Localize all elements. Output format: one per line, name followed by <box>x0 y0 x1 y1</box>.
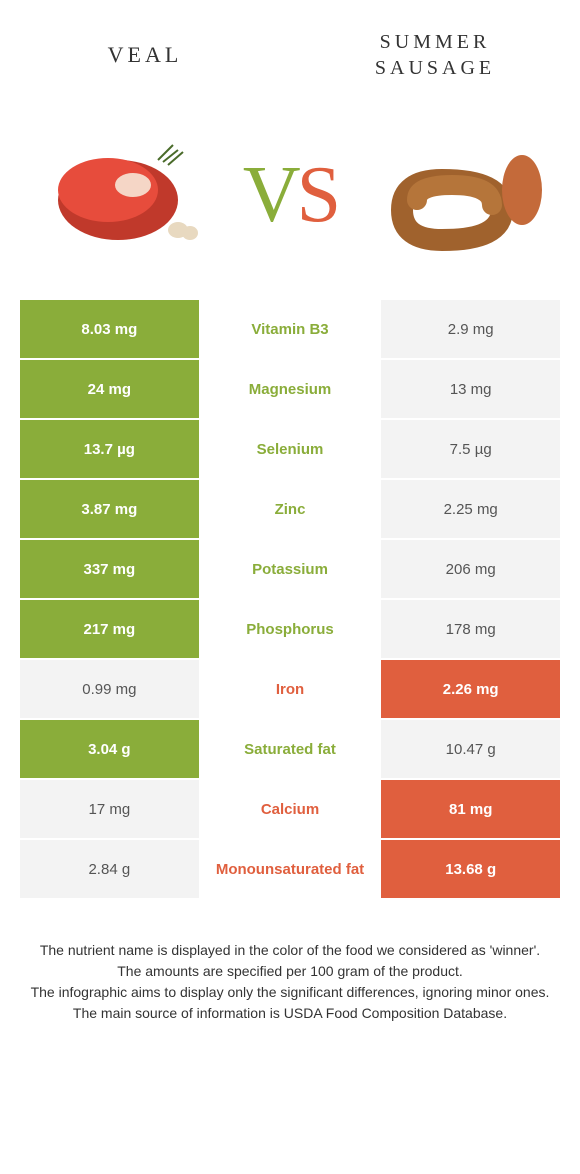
vs-v: V <box>243 151 297 239</box>
caption-line-3: The infographic aims to display only the… <box>30 982 550 1003</box>
right-value: 7.5 µg <box>379 420 560 480</box>
nutrient-name: Iron <box>201 660 380 720</box>
nutrient-row: 24 mgMagnesium13 mg <box>20 360 560 420</box>
nutrient-name: Selenium <box>201 420 380 480</box>
right-value: 2.26 mg <box>379 660 560 720</box>
nutrient-name: Saturated fat <box>201 720 380 780</box>
nutrient-row: 337 mgPotassium206 mg <box>20 540 560 600</box>
nutrient-row: 3.04 gSaturated fat10.47 g <box>20 720 560 780</box>
nutrient-row: 2.84 gMonounsaturated fat13.68 g <box>20 840 560 900</box>
sausage-image <box>372 130 542 260</box>
left-value: 8.03 mg <box>20 300 201 360</box>
right-value: 178 mg <box>379 600 560 660</box>
right-value: 2.9 mg <box>379 300 560 360</box>
nutrient-name: Potassium <box>201 540 380 600</box>
left-value: 217 mg <box>20 600 201 660</box>
food-right-title: SUMMER SAUSAGE <box>290 29 580 81</box>
food-left-title: VEAL <box>0 42 290 68</box>
nutrient-row: 3.87 mgZinc2.25 mg <box>20 480 560 540</box>
left-value: 3.04 g <box>20 720 201 780</box>
right-value: 206 mg <box>379 540 560 600</box>
left-value: 2.84 g <box>20 840 201 900</box>
left-value: 13.7 µg <box>20 420 201 480</box>
left-value: 0.99 mg <box>20 660 201 720</box>
left-value: 17 mg <box>20 780 201 840</box>
nutrient-name: Monounsaturated fat <box>201 840 380 900</box>
caption-line-4: The main source of information is USDA F… <box>30 1003 550 1024</box>
caption-line-1: The nutrient name is displayed in the co… <box>30 940 550 961</box>
nutrient-row: 217 mgPhosphorus178 mg <box>20 600 560 660</box>
right-value: 81 mg <box>379 780 560 840</box>
food-right-title-line2: SAUSAGE <box>375 57 495 79</box>
right-value: 10.47 g <box>379 720 560 780</box>
nutrient-name: Magnesium <box>201 360 380 420</box>
left-value: 337 mg <box>20 540 201 600</box>
food-right-title-line1: SUMMER <box>380 31 491 53</box>
nutrient-name: Phosphorus <box>201 600 380 660</box>
right-value: 2.25 mg <box>379 480 560 540</box>
nutrient-row: 8.03 mgVitamin B32.9 mg <box>20 300 560 360</box>
nutrient-row: 0.99 mgIron2.26 mg <box>20 660 560 720</box>
vs-label: VS <box>243 150 337 241</box>
caption-line-2: The amounts are specified per 100 gram o… <box>30 961 550 982</box>
nutrient-name: Calcium <box>201 780 380 840</box>
nutrient-row: 17 mgCalcium81 mg <box>20 780 560 840</box>
left-value: 3.87 mg <box>20 480 201 540</box>
right-value: 13.68 g <box>379 840 560 900</box>
comparison-header: VEAL SUMMER SAUSAGE <box>0 0 580 110</box>
veal-image <box>38 130 208 260</box>
hero-row: VS <box>0 110 580 280</box>
left-value: 24 mg <box>20 360 201 420</box>
vs-s: S <box>297 151 338 239</box>
nutrient-name: Vitamin B3 <box>201 300 380 360</box>
nutrient-table: 8.03 mgVitamin B32.9 mg24 mgMagnesium13 … <box>20 300 560 900</box>
right-value: 13 mg <box>379 360 560 420</box>
caption-block: The nutrient name is displayed in the co… <box>30 940 550 1024</box>
nutrient-row: 13.7 µgSelenium7.5 µg <box>20 420 560 480</box>
nutrient-name: Zinc <box>201 480 380 540</box>
